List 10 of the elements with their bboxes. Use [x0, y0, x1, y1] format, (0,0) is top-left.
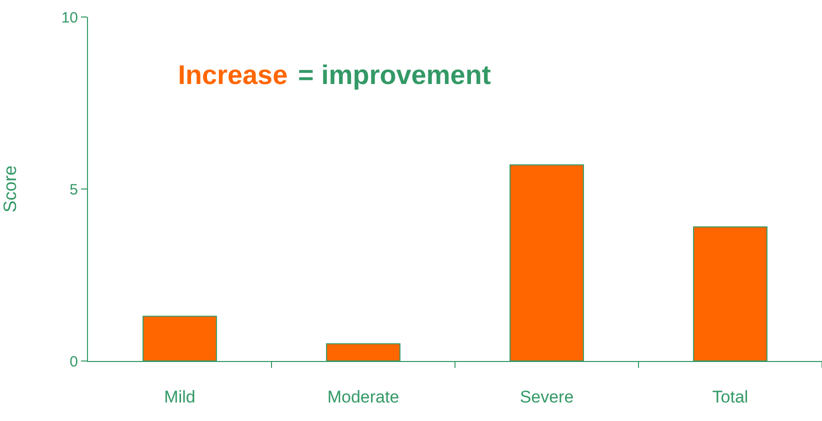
- y-tick-label: 10: [61, 9, 78, 26]
- y-axis-title: Score: [0, 165, 20, 213]
- annotation: Increase: [178, 60, 288, 90]
- x-tick-label: Mild: [164, 387, 196, 406]
- x-tick-label: Severe: [520, 387, 574, 406]
- x-tick-label: Total: [712, 387, 748, 406]
- y-tick-label: 0: [70, 353, 78, 370]
- annotation: = improvement: [298, 60, 491, 90]
- x-tick-label: Moderate: [327, 387, 400, 406]
- y-tick-label: 5: [70, 181, 78, 198]
